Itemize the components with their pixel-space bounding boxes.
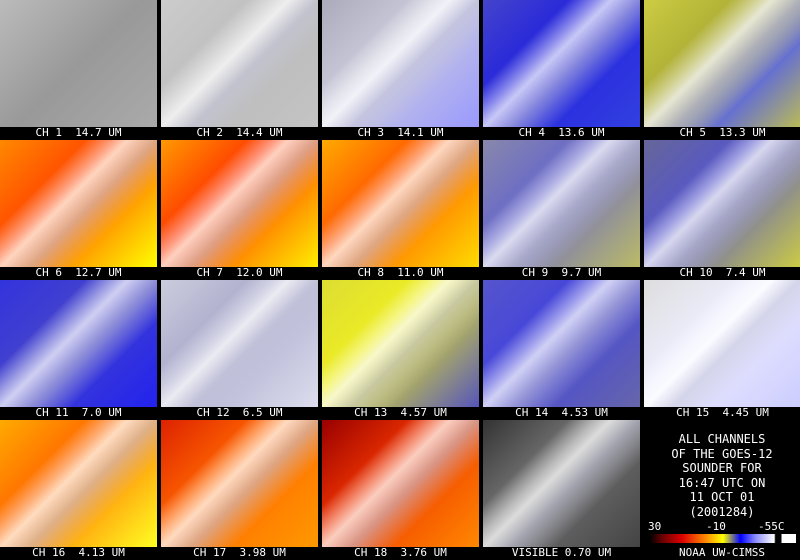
channel-label: CH 9 9.7 UM <box>521 266 602 279</box>
channel-label: CH 8 11.0 UM <box>357 266 444 279</box>
channel-image <box>322 420 479 547</box>
channel-label: CH 15 4.45 UM <box>676 406 769 419</box>
channel-label: CH 18 3.76 UM <box>354 546 447 559</box>
channel-label: CH 10 7.4 UM <box>679 266 766 279</box>
channel-label: CH 11 7.0 UM <box>35 406 122 419</box>
credit: NOAA UW-CIMSS <box>678 546 766 559</box>
channel-image <box>644 0 800 127</box>
channel-image <box>161 420 318 547</box>
colorbar <box>650 534 796 543</box>
channel-image <box>0 140 157 267</box>
channel-label: VISIBLE 0.70 UM <box>511 546 612 559</box>
channel-image <box>0 0 157 127</box>
channel-label: CH 6 12.7 UM <box>35 266 122 279</box>
info-text: ALL CHANNELS OF THE GOES-12 SOUNDER FOR 16:… <box>644 432 800 519</box>
info-line: ALL CHANNELS <box>678 432 766 446</box>
channel-label: CH 2 14.4 UM <box>196 126 283 139</box>
channel-label: CH 7 12.0 UM <box>196 266 283 279</box>
channel-image <box>483 0 640 127</box>
channel-image <box>644 280 800 407</box>
channel-label: CH 12 6.5 UM <box>196 406 283 419</box>
colorbar-label: 30 <box>648 520 662 533</box>
channel-label: CH 5 13.3 UM <box>679 126 766 139</box>
channel-image <box>0 280 157 407</box>
channel-image <box>161 280 318 407</box>
channel-label: CH 17 3.98 UM <box>193 546 286 559</box>
channel-image <box>322 140 479 267</box>
info-line: 16:47 UTC ON <box>678 475 766 490</box>
channel-image <box>483 420 640 547</box>
channel-image <box>161 0 318 127</box>
channel-label: CH 1 14.7 UM <box>35 126 122 139</box>
channel-image <box>483 140 640 267</box>
channel-label: CH 14 4.53 UM <box>515 406 608 419</box>
colorbar-label: -55C <box>758 520 785 533</box>
channel-image <box>322 0 479 127</box>
channel-image <box>0 420 157 547</box>
colorbar-label: -10 <box>706 520 726 533</box>
channel-image <box>644 140 800 267</box>
channel-image <box>161 140 318 267</box>
channel-label: CH 13 4.57 UM <box>354 406 447 419</box>
channel-image <box>322 280 479 407</box>
info-line: SOUNDER FOR <box>682 461 762 475</box>
channel-image <box>483 280 640 407</box>
channel-label: CH 3 14.1 UM <box>357 126 444 139</box>
channel-label: CH 16 4.13 UM <box>32 546 125 559</box>
channel-label: CH 4 13.6 UM <box>518 126 605 139</box>
info-line: OF THE GOES-12 <box>671 446 773 461</box>
info-line: (2001284) <box>689 504 755 519</box>
info-line: 11 OCT 01 <box>689 490 755 504</box>
